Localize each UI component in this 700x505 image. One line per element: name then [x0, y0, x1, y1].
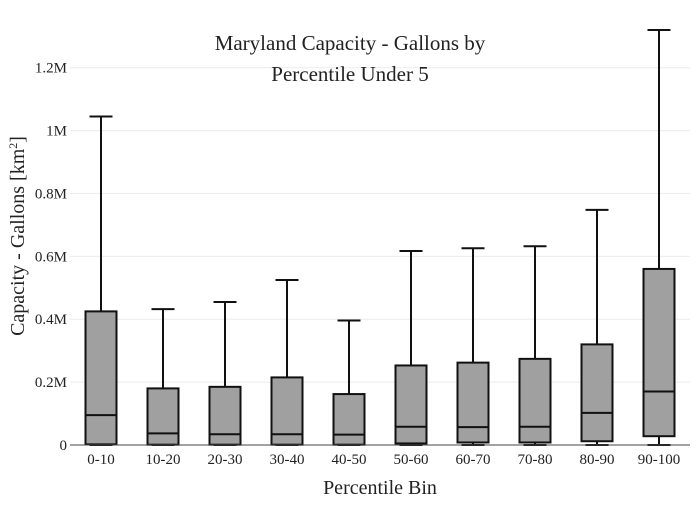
box-30-40: [270, 278, 304, 446]
box-iqr: [642, 267, 676, 438]
box-20-30: [208, 300, 242, 446]
box-80-90: [580, 208, 614, 446]
box-10-20: [146, 308, 180, 446]
box-iqr: [84, 310, 118, 446]
x-tick-label: 10-20: [146, 452, 181, 468]
y-tick-label: 0.8M: [35, 186, 67, 202]
box-iqr: [456, 361, 490, 444]
x-tick-label: 30-40: [270, 452, 305, 468]
y-axis-title-suffix: ]: [7, 136, 29, 143]
y-tick-label: 1.2M: [35, 61, 67, 77]
box-iqr: [580, 343, 614, 443]
x-tick-label: 60-70: [456, 452, 491, 468]
y-axis-title-prefix: Capacity - Gallons [km: [7, 148, 29, 336]
box-iqr: [332, 393, 366, 446]
x-tick-label: 90-100: [638, 452, 681, 468]
y-axis-title: Capacity - Gallons [km2]: [6, 136, 29, 336]
y-tick-label: 0.6M: [35, 249, 67, 265]
box-iqr: [208, 385, 242, 446]
y-axis-tick-labels: 0 0.2M 0.4M 0.6M 0.8M 1M 1.2M: [35, 61, 67, 454]
box-0-10: [84, 115, 118, 446]
box-50-60: [394, 250, 428, 446]
chart-title-line-2: Percentile Under 5: [271, 62, 428, 86]
y-tick-label: 1M: [46, 124, 67, 140]
box-40-50: [332, 319, 366, 446]
box-70-80: [518, 245, 552, 446]
y-tick-label: 0.2M: [35, 375, 67, 391]
x-axis-title: Percentile Bin: [323, 477, 437, 499]
x-tick-label: 70-80: [518, 452, 553, 468]
box-series: [84, 29, 676, 446]
box-iqr: [146, 387, 180, 446]
x-tick-label: 0-10: [87, 452, 115, 468]
x-axis-tick-labels: 0-10 10-20 20-30 30-40 40-50 50-60 60-70 70-80 8…: [87, 452, 680, 468]
x-tick-label: 50-60: [394, 452, 429, 468]
box-60-70: [456, 247, 490, 446]
x-tick-label: 20-30: [208, 452, 243, 468]
y-tick-label: 0.4M: [35, 312, 67, 328]
x-tick-label: 40-50: [332, 452, 367, 468]
box-iqr: [518, 357, 552, 444]
y-tick-label: 0: [60, 438, 68, 454]
box-iqr: [394, 364, 428, 445]
chart-title-line-1: Maryland Capacity - Gallons by: [215, 31, 486, 55]
y-axis-title-superscript: 2: [6, 143, 20, 149]
x-tick-label: 80-90: [580, 452, 615, 468]
box-90-100: [642, 29, 676, 446]
